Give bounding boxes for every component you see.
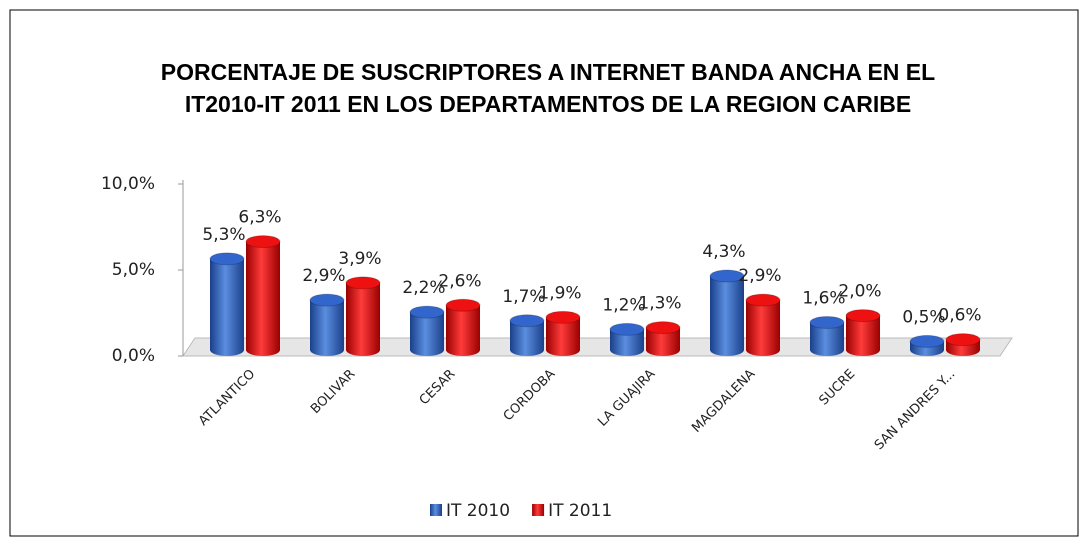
y-tick-label: 0,0% <box>112 346 155 366</box>
frame <box>9 9 1079 537</box>
bar-top <box>909 334 945 348</box>
bar-top <box>609 322 645 336</box>
bar-top <box>645 321 681 335</box>
bar <box>646 327 680 350</box>
bar-top <box>745 293 781 307</box>
chart-title: IT2010-IT 2011 EN LOS DEPARTAMENTOS DE L… <box>185 91 911 117</box>
legend-swatch <box>430 504 442 516</box>
data-label: 3,9% <box>338 249 381 269</box>
chart-title: PORCENTAJE DE SUSCRIPTORES A INTERNET BA… <box>161 59 935 85</box>
data-label: 0,6% <box>938 306 981 326</box>
floor <box>182 337 1013 357</box>
bar-top <box>845 309 881 323</box>
legend-swatch <box>532 504 545 516</box>
x-tick-label: CORDOBA <box>501 367 559 425</box>
bar <box>710 276 744 350</box>
bar-top <box>245 235 281 249</box>
data-label: 0,5% <box>902 307 945 327</box>
bar <box>410 312 444 350</box>
x-tick-label: SAN ANDRES Y... <box>872 367 958 453</box>
bar <box>446 305 480 350</box>
legend-label: IT 2011 <box>548 501 612 521</box>
data-label: 2,9% <box>302 266 345 286</box>
bar-top <box>445 298 481 312</box>
y-tick-label: 5,0% <box>112 260 155 280</box>
bar-top <box>309 293 345 307</box>
bar-top <box>809 315 845 329</box>
legend-label: IT 2010 <box>446 501 510 521</box>
bar-top <box>345 276 381 290</box>
data-label: 2,0% <box>838 282 881 302</box>
y-tick-label: 10,0% <box>101 174 155 194</box>
data-label: 1,6% <box>802 288 845 308</box>
x-tick-label: MAGDALENA <box>689 367 758 436</box>
x-tick-label: LA GUAJIRA <box>595 367 658 430</box>
bar <box>746 300 780 350</box>
x-tick-label: SUCRE <box>817 367 859 409</box>
bar-top <box>409 305 445 319</box>
bar-top <box>709 269 745 283</box>
bar <box>310 300 344 350</box>
data-label: 1,3% <box>638 294 681 314</box>
bar-top <box>945 333 981 347</box>
bar <box>346 282 380 350</box>
data-label: 2,9% <box>738 266 781 286</box>
data-label: 1,9% <box>538 283 581 303</box>
data-label: 1,7% <box>502 287 545 307</box>
data-label: 6,3% <box>238 208 281 228</box>
x-tick-label: CESAR <box>417 367 459 409</box>
bar-top <box>509 314 545 328</box>
bar-top <box>545 310 581 324</box>
x-tick-label: ATLANTICO <box>196 367 258 429</box>
data-label: 5,3% <box>202 225 245 245</box>
bar <box>210 258 244 350</box>
x-tick-label: BOLIVAR <box>308 367 358 417</box>
data-label: 4,3% <box>702 242 745 262</box>
data-label: 1,2% <box>602 295 645 315</box>
bar-top <box>209 252 245 266</box>
data-label: 2,6% <box>438 271 481 291</box>
bar <box>246 241 280 350</box>
data-label: 2,2% <box>402 278 445 298</box>
